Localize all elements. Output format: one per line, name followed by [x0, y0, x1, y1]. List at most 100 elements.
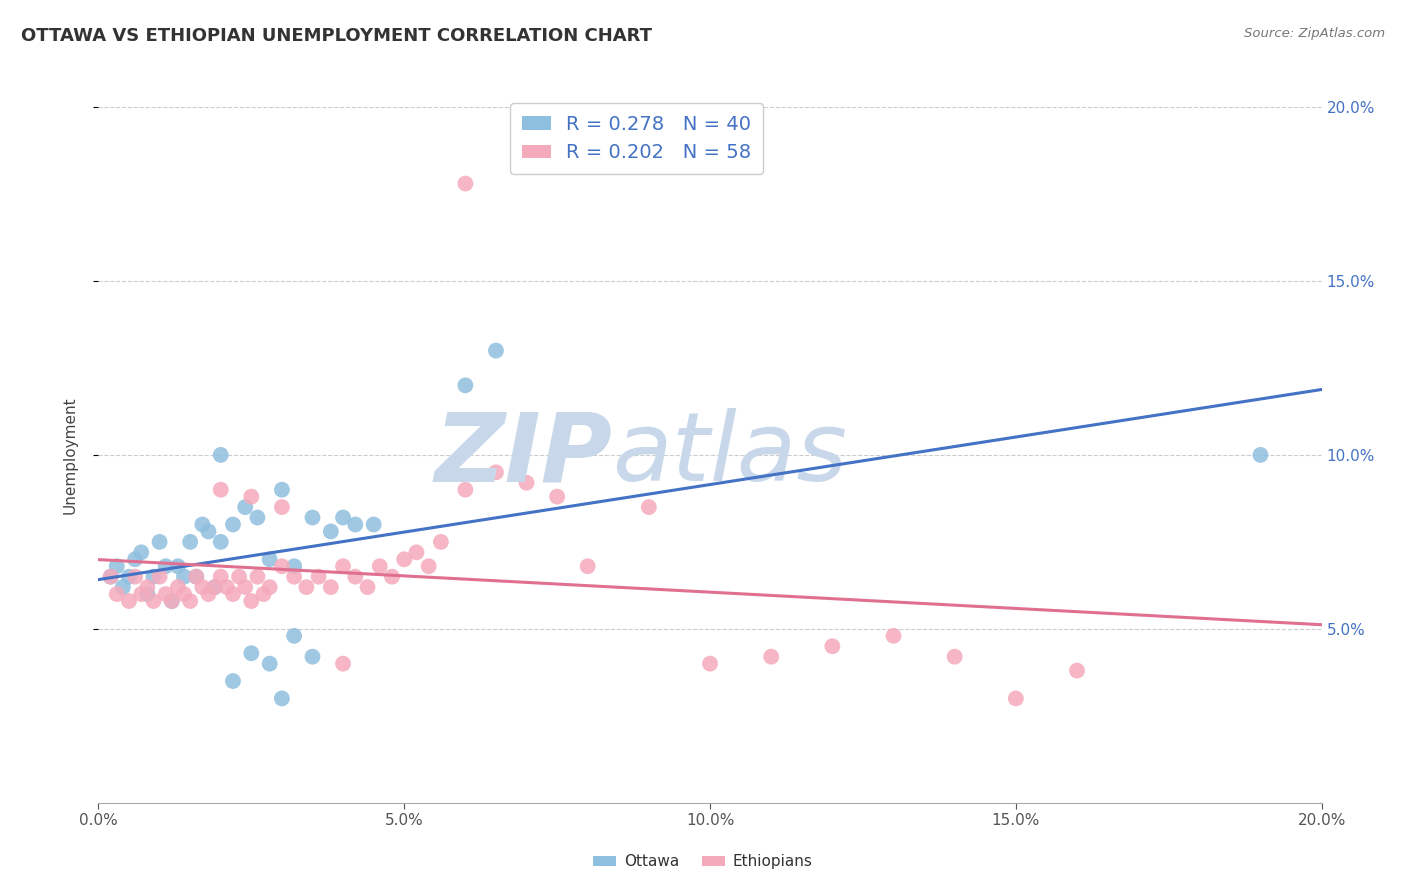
Point: [136, 580, 159, 594]
Point: [197, 587, 219, 601]
Point: [233, 500, 256, 514]
Text: atlas: atlas: [612, 409, 848, 501]
Point: [240, 594, 263, 608]
Point: [204, 580, 226, 594]
Point: [142, 570, 165, 584]
Point: [485, 343, 508, 358]
Point: [381, 570, 404, 584]
Point: [222, 517, 245, 532]
Point: [173, 587, 195, 601]
Point: [1066, 664, 1088, 678]
Point: [485, 466, 508, 480]
Point: [259, 580, 281, 594]
Point: [332, 510, 354, 524]
Point: [392, 552, 416, 566]
Point: [546, 490, 568, 504]
Point: [699, 657, 721, 671]
Point: [246, 510, 269, 524]
Point: [418, 559, 440, 574]
Legend: R = 0.278   N = 40, R = 0.202   N = 58: R = 0.278 N = 40, R = 0.202 N = 58: [510, 103, 763, 174]
Point: [179, 534, 201, 549]
Point: [270, 691, 292, 706]
Point: [576, 559, 599, 574]
Point: [295, 580, 318, 594]
Point: [179, 594, 201, 608]
Point: [160, 594, 183, 608]
Point: [155, 587, 177, 601]
Point: [186, 570, 208, 584]
Point: [155, 559, 177, 574]
Point: [516, 475, 538, 490]
Point: [637, 500, 661, 514]
Point: [883, 629, 905, 643]
Text: OTTAWA VS ETHIOPIAN UNEMPLOYMENT CORRELATION CHART: OTTAWA VS ETHIOPIAN UNEMPLOYMENT CORRELA…: [21, 27, 652, 45]
Point: [356, 580, 378, 594]
Point: [167, 559, 190, 574]
Point: [332, 559, 354, 574]
Point: [160, 594, 183, 608]
Point: [215, 580, 238, 594]
Point: [105, 559, 128, 574]
Point: [136, 587, 159, 601]
Y-axis label: Unemployment: Unemployment: [63, 396, 77, 514]
Point: [118, 594, 141, 608]
Point: [197, 524, 219, 539]
Point: [191, 517, 214, 532]
Text: Source: ZipAtlas.com: Source: ZipAtlas.com: [1244, 27, 1385, 40]
Point: [943, 649, 966, 664]
Point: [301, 649, 323, 664]
Point: [129, 545, 152, 559]
Point: [344, 517, 367, 532]
Point: [209, 534, 232, 549]
Point: [363, 517, 385, 532]
Point: [129, 587, 152, 601]
Point: [1004, 691, 1026, 706]
Point: [240, 490, 263, 504]
Point: [204, 580, 226, 594]
Point: [821, 639, 844, 653]
Point: [100, 570, 122, 584]
Point: [368, 559, 391, 574]
Point: [149, 570, 172, 584]
Point: [1249, 448, 1271, 462]
Point: [759, 649, 782, 664]
Point: [118, 570, 141, 584]
Point: [301, 510, 323, 524]
Point: [259, 552, 281, 566]
Point: [270, 559, 292, 574]
Point: [405, 545, 427, 559]
Point: [252, 587, 274, 601]
Point: [240, 646, 263, 660]
Legend: Ottawa, Ethiopians: Ottawa, Ethiopians: [588, 848, 818, 875]
Point: [454, 483, 477, 497]
Point: [124, 552, 146, 566]
Point: [111, 580, 134, 594]
Point: [454, 177, 477, 191]
Point: [283, 629, 305, 643]
Point: [209, 483, 232, 497]
Point: [319, 580, 342, 594]
Point: [100, 570, 122, 584]
Point: [319, 524, 342, 539]
Point: [209, 448, 232, 462]
Point: [430, 534, 453, 549]
Point: [283, 570, 305, 584]
Point: [228, 570, 250, 584]
Point: [259, 657, 281, 671]
Point: [167, 580, 190, 594]
Point: [222, 587, 245, 601]
Point: [149, 534, 172, 549]
Point: [308, 570, 330, 584]
Point: [191, 580, 214, 594]
Point: [222, 674, 245, 689]
Point: [233, 580, 256, 594]
Point: [270, 500, 292, 514]
Point: [270, 483, 292, 497]
Point: [105, 587, 128, 601]
Point: [186, 570, 208, 584]
Point: [283, 559, 305, 574]
Point: [344, 570, 367, 584]
Point: [124, 570, 146, 584]
Point: [332, 657, 354, 671]
Point: [246, 570, 269, 584]
